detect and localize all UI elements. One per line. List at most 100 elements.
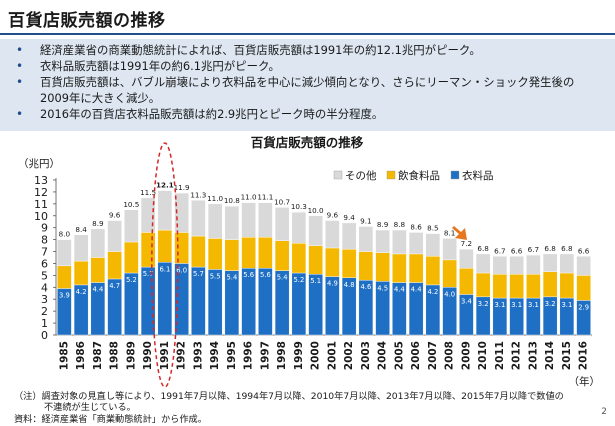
x-tick-label: 2011 <box>494 341 506 370</box>
bar-total-label: 6.6 <box>578 246 590 255</box>
bar-segment-food <box>291 242 307 274</box>
x-tick-label: 2000 <box>310 341 322 370</box>
bar-total-label: 9.1 <box>360 217 371 226</box>
bar-clothing-label: 4.9 <box>327 280 338 288</box>
x-tick-label: 2003 <box>360 341 372 370</box>
bar-segment-food <box>274 240 290 271</box>
bar-segment-other <box>157 190 173 231</box>
bullet-item: 2016年の百貨店衣料品販売額は約2.9兆円とピーク時の半分程度。 <box>0 106 615 122</box>
bar-total-label: 11.5 <box>140 188 156 197</box>
bar-segment-other <box>509 256 524 275</box>
x-tick-label: 2005 <box>393 341 405 370</box>
bar-clothing-label: 3.2 <box>545 300 556 308</box>
page-title: 百貨店販売額の推移 <box>8 11 166 31</box>
bar-total-label: 8.1 <box>444 228 455 237</box>
bar-total-label: 6.8 <box>544 244 556 253</box>
y-tick-label: 10 <box>34 210 48 223</box>
bar-segment-food <box>174 232 189 264</box>
bar-total-label: 11.9 <box>174 183 190 192</box>
bar-clothing-label: 3.1 <box>528 301 539 309</box>
x-tick-label: 2015 <box>561 341 573 370</box>
bar-clothing-label: 3.1 <box>494 301 505 309</box>
bar-segment-other <box>308 215 323 246</box>
bar-segment-other <box>442 238 457 261</box>
x-tick-label: 2001 <box>326 341 338 370</box>
bar-clothing-label: 5.2 <box>126 276 137 284</box>
bar-total-label: 11.3 <box>190 190 206 199</box>
x-tick-label: 2007 <box>427 341 439 370</box>
legend-swatch-clothing <box>450 170 460 180</box>
x-tick-label: 2012 <box>511 341 523 370</box>
source-note: 資料：経済産業省「商業動態統計」から作成。 <box>14 414 207 425</box>
x-tick-label: 1993 <box>192 341 204 370</box>
bar-clothing-label: 6.1 <box>159 265 170 273</box>
bar-segment-food <box>124 241 139 274</box>
bar-segment-other <box>90 228 106 258</box>
bar-segment-other <box>57 239 72 267</box>
x-tick-label: 2014 <box>544 341 556 370</box>
bar-clothing-label: 5.2 <box>293 276 304 284</box>
bar-segment-other <box>526 254 541 275</box>
bar-total-label: 11.1 <box>257 193 273 202</box>
bar-total-label: 6.7 <box>494 246 505 255</box>
bar-clothing-label: 4.4 <box>394 286 405 294</box>
y-tick-label: 12 <box>34 186 48 199</box>
bar-segment-other <box>559 253 575 274</box>
y-tick-label: 3 <box>41 293 48 306</box>
bar-clothing-label: 4.8 <box>344 281 355 289</box>
bullet-item: 経済産業省の商業動態統計によれば、百貨店販売額は1991年の約12.1兆円がピー… <box>0 42 615 58</box>
bar-clothing-label: 5.5 <box>210 272 221 280</box>
bar-clothing-label: 5.7 <box>143 270 154 278</box>
bar-segment-food <box>341 248 357 278</box>
bar-segment-food <box>509 273 524 299</box>
bar-segment-food <box>207 238 223 270</box>
y-tick-label: 5 <box>41 269 48 282</box>
y-axis-label: （兆円） <box>18 158 60 170</box>
bar-segment-food <box>325 247 340 277</box>
bar-segment-other <box>341 222 357 250</box>
bar-clothing-label: 4.7 <box>109 282 120 290</box>
bar-segment-other <box>542 253 558 273</box>
bar-clothing-label: 5.7 <box>193 270 204 278</box>
bar-segment-other <box>140 197 156 233</box>
x-tick-label: 1996 <box>243 341 255 370</box>
bar-segment-food <box>442 259 457 288</box>
bar-total-label: 11.0 <box>241 193 257 202</box>
x-tick-label: 1989 <box>125 341 137 370</box>
bar-total-label: 6.7 <box>528 245 539 254</box>
highlight-ellipse-1991 <box>151 142 179 388</box>
bar-segment-food <box>425 256 441 286</box>
bar-total-label: 10.5 <box>123 200 139 209</box>
bar-total-label: 8.4 <box>75 225 87 234</box>
bar-clothing-label: 3.9 <box>59 292 70 300</box>
footnote: （注）調査対象の見直し等により、1991年7月以降、1994年7月以降、2010… <box>14 391 564 413</box>
bullet-item: 衣料品販売額は1991年の約6.1兆円がピーク。 <box>0 58 615 74</box>
bar-total-label: 12.1 <box>156 181 174 190</box>
bar-segment-other <box>291 211 307 244</box>
bar-total-label: 8.8 <box>394 220 406 229</box>
x-tick-label: 1999 <box>293 341 305 370</box>
y-tick-label: 1 <box>41 317 48 330</box>
sales-stacked-bar-chart: 百貨店販売額の推移（兆円）0123456789101112138.03.9198… <box>18 135 600 388</box>
bar-total-label: 6.8 <box>561 244 573 253</box>
x-tick-label: 1994 <box>209 341 221 370</box>
bar-segment-other <box>459 248 474 269</box>
bar-segment-other <box>375 229 390 253</box>
bar-clothing-label: 6.0 <box>176 266 187 274</box>
bar-segment-food <box>492 273 508 299</box>
x-tick-label: 2016 <box>578 341 590 370</box>
chart-title: 百貨店販売額の推移 <box>251 135 364 150</box>
bar-total-label: 6.8 <box>477 244 489 253</box>
y-tick-label: 9 <box>41 222 48 235</box>
bar-segment-food <box>191 235 206 268</box>
bullet-item: 百貨店販売額は、バブル崩壊により衣料品を中心に減少傾向となり、さらにリーマン・シ… <box>0 74 615 106</box>
bar-segment-food <box>140 232 156 268</box>
bar-segment-food <box>90 257 106 283</box>
bar-total-label: 7.2 <box>461 239 472 248</box>
bar-clothing-label: 3.1 <box>561 301 572 309</box>
legend-swatch-other <box>333 170 343 180</box>
bar-total-label: 9.6 <box>327 211 339 220</box>
bar-clothing-label: 4.2 <box>76 288 87 296</box>
bar-segment-other <box>73 234 89 262</box>
bar-segment-other <box>475 253 491 274</box>
